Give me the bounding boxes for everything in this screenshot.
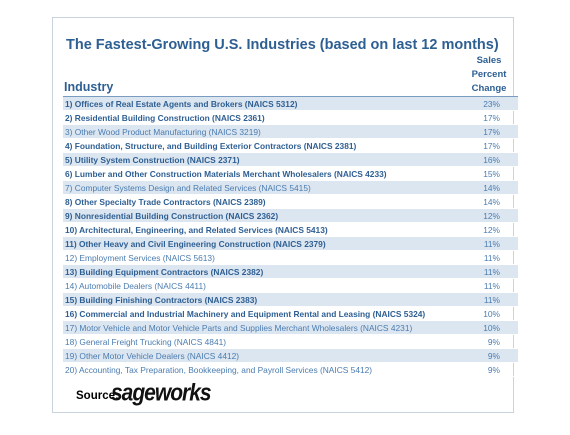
sales-percent-change: 11% bbox=[483, 295, 500, 305]
industry-name: 5) Utility System Construction (NAICS 23… bbox=[65, 155, 240, 165]
table-row: 10) Architectural, Engineering, and Rela… bbox=[63, 223, 518, 237]
sales-percent-change: 23% bbox=[483, 99, 500, 109]
sales-percent-change: 11% bbox=[483, 239, 500, 249]
header-divider bbox=[63, 96, 518, 97]
table-row: 9) Nonresidential Building Construction … bbox=[63, 209, 518, 223]
sales-percent-change: 9% bbox=[487, 337, 500, 347]
sales-percent-change: 17% bbox=[483, 141, 500, 151]
industry-name: 6) Lumber and Other Construction Materia… bbox=[65, 169, 387, 179]
table-row: 12) Employment Services (NAICS 5613) 11% bbox=[63, 251, 518, 265]
industry-name: 16) Commercial and Industrial Machinery … bbox=[65, 309, 426, 319]
sales-percent-change: 14% bbox=[483, 197, 500, 207]
industry-name: 20) Accounting, Tax Preparation, Bookkee… bbox=[65, 365, 373, 375]
sageworks-logo: sageworks bbox=[111, 380, 212, 407]
industry-name: 13) Building Equipment Contractors (NAIC… bbox=[65, 267, 264, 277]
table-row: 14) Automobile Dealers (NAICS 4411) 11% bbox=[63, 279, 518, 293]
sales-change-header-line-2: Percent bbox=[471, 69, 507, 80]
industry-name: 12) Employment Services (NAICS 5613) bbox=[65, 253, 215, 263]
sales-percent-change: 10% bbox=[483, 323, 500, 333]
sales-percent-change: 12% bbox=[483, 225, 500, 235]
sales-percent-change: 11% bbox=[483, 267, 500, 277]
sales-percent-change: 9% bbox=[487, 351, 500, 361]
industry-name: 10) Architectural, Engineering, and Rela… bbox=[65, 225, 328, 235]
sales-percent-change: 9% bbox=[487, 365, 500, 375]
table-row: 16) Commercial and Industrial Machinery … bbox=[63, 307, 518, 321]
sales-percent-change: 17% bbox=[483, 127, 500, 137]
industry-table-body: 1) Offices of Real Estate Agents and Bro… bbox=[63, 97, 518, 377]
industry-column-header: Industry bbox=[64, 80, 114, 94]
industry-name: 7) Computer Systems Design and Related S… bbox=[65, 183, 311, 193]
industry-name: 14) Automobile Dealers (NAICS 4411) bbox=[65, 281, 206, 291]
table-row: 20) Accounting, Tax Preparation, Bookkee… bbox=[63, 363, 518, 377]
table-row: 6) Lumber and Other Construction Materia… bbox=[63, 167, 518, 181]
sales-percent-change: 11% bbox=[483, 281, 500, 291]
industry-name: 2) Residential Building Construction (NA… bbox=[65, 113, 265, 123]
industry-name: 3) Other Wood Product Manufacturing (NAI… bbox=[65, 127, 261, 137]
industry-name: 4) Foundation, Structure, and Building E… bbox=[65, 141, 357, 151]
sales-percent-change: 14% bbox=[483, 183, 500, 193]
table-row: 13) Building Equipment Contractors (NAIC… bbox=[63, 265, 518, 279]
table-row: 15) Building Finishing Contractors (NAIC… bbox=[63, 293, 518, 307]
table-row: 7) Computer Systems Design and Related S… bbox=[63, 181, 518, 195]
sales-percent-change: 16% bbox=[483, 155, 500, 165]
industry-name: 1) Offices of Real Estate Agents and Bro… bbox=[65, 99, 298, 109]
table-row: 1) Offices of Real Estate Agents and Bro… bbox=[63, 97, 518, 111]
table-row: 5) Utility System Construction (NAICS 23… bbox=[63, 153, 518, 167]
sales-percent-change: 17% bbox=[483, 113, 500, 123]
table-row: 19) Other Motor Vehicle Dealers (NAICS 4… bbox=[63, 349, 518, 363]
sales-percent-change: 11% bbox=[483, 253, 500, 263]
sales-percent-change: 10% bbox=[483, 309, 500, 319]
industry-name: 8) Other Specialty Trade Contractors (NA… bbox=[65, 197, 266, 207]
source-label: Source: bbox=[76, 390, 119, 402]
sales-change-column-header: Sales Percent Change bbox=[460, 54, 518, 96]
industry-name: 11) Other Heavy and Civil Engineering Co… bbox=[65, 239, 326, 249]
table-row: 17) Motor Vehicle and Motor Vehicle Part… bbox=[63, 321, 518, 335]
sales-percent-change: 15% bbox=[483, 169, 500, 179]
sales-change-header-line-3: Change bbox=[471, 83, 507, 94]
table-title: The Fastest-Growing U.S. Industries (bas… bbox=[66, 37, 499, 53]
table-row: 4) Foundation, Structure, and Building E… bbox=[63, 139, 518, 153]
table-row: 3) Other Wood Product Manufacturing (NAI… bbox=[63, 125, 518, 139]
table-row: 2) Residential Building Construction (NA… bbox=[63, 111, 518, 125]
industry-name: 15) Building Finishing Contractors (NAIC… bbox=[65, 295, 258, 305]
table-row: 18) General Freight Trucking (NAICS 4841… bbox=[63, 335, 518, 349]
table-row: 11) Other Heavy and Civil Engineering Co… bbox=[63, 237, 518, 251]
sales-percent-change: 12% bbox=[483, 211, 500, 221]
industry-name: 19) Other Motor Vehicle Dealers (NAICS 4… bbox=[65, 351, 240, 361]
table-row: 8) Other Specialty Trade Contractors (NA… bbox=[63, 195, 518, 209]
industry-name: 17) Motor Vehicle and Motor Vehicle Part… bbox=[65, 323, 413, 333]
industry-name: 18) General Freight Trucking (NAICS 4841… bbox=[65, 337, 227, 347]
sales-change-header-line-1: Sales bbox=[476, 55, 502, 66]
industry-name: 9) Nonresidential Building Construction … bbox=[65, 211, 279, 221]
